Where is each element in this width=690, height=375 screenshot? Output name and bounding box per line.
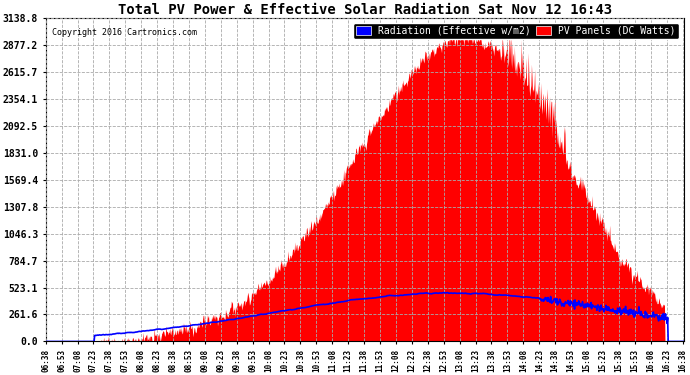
Title: Total PV Power & Effective Solar Radiation Sat Nov 12 16:43: Total PV Power & Effective Solar Radiati… [117,3,612,17]
Text: Copyright 2016 Cartronics.com: Copyright 2016 Cartronics.com [52,28,197,37]
Legend: Radiation (Effective w/m2), PV Panels (DC Watts): Radiation (Effective w/m2), PV Panels (D… [353,23,679,39]
